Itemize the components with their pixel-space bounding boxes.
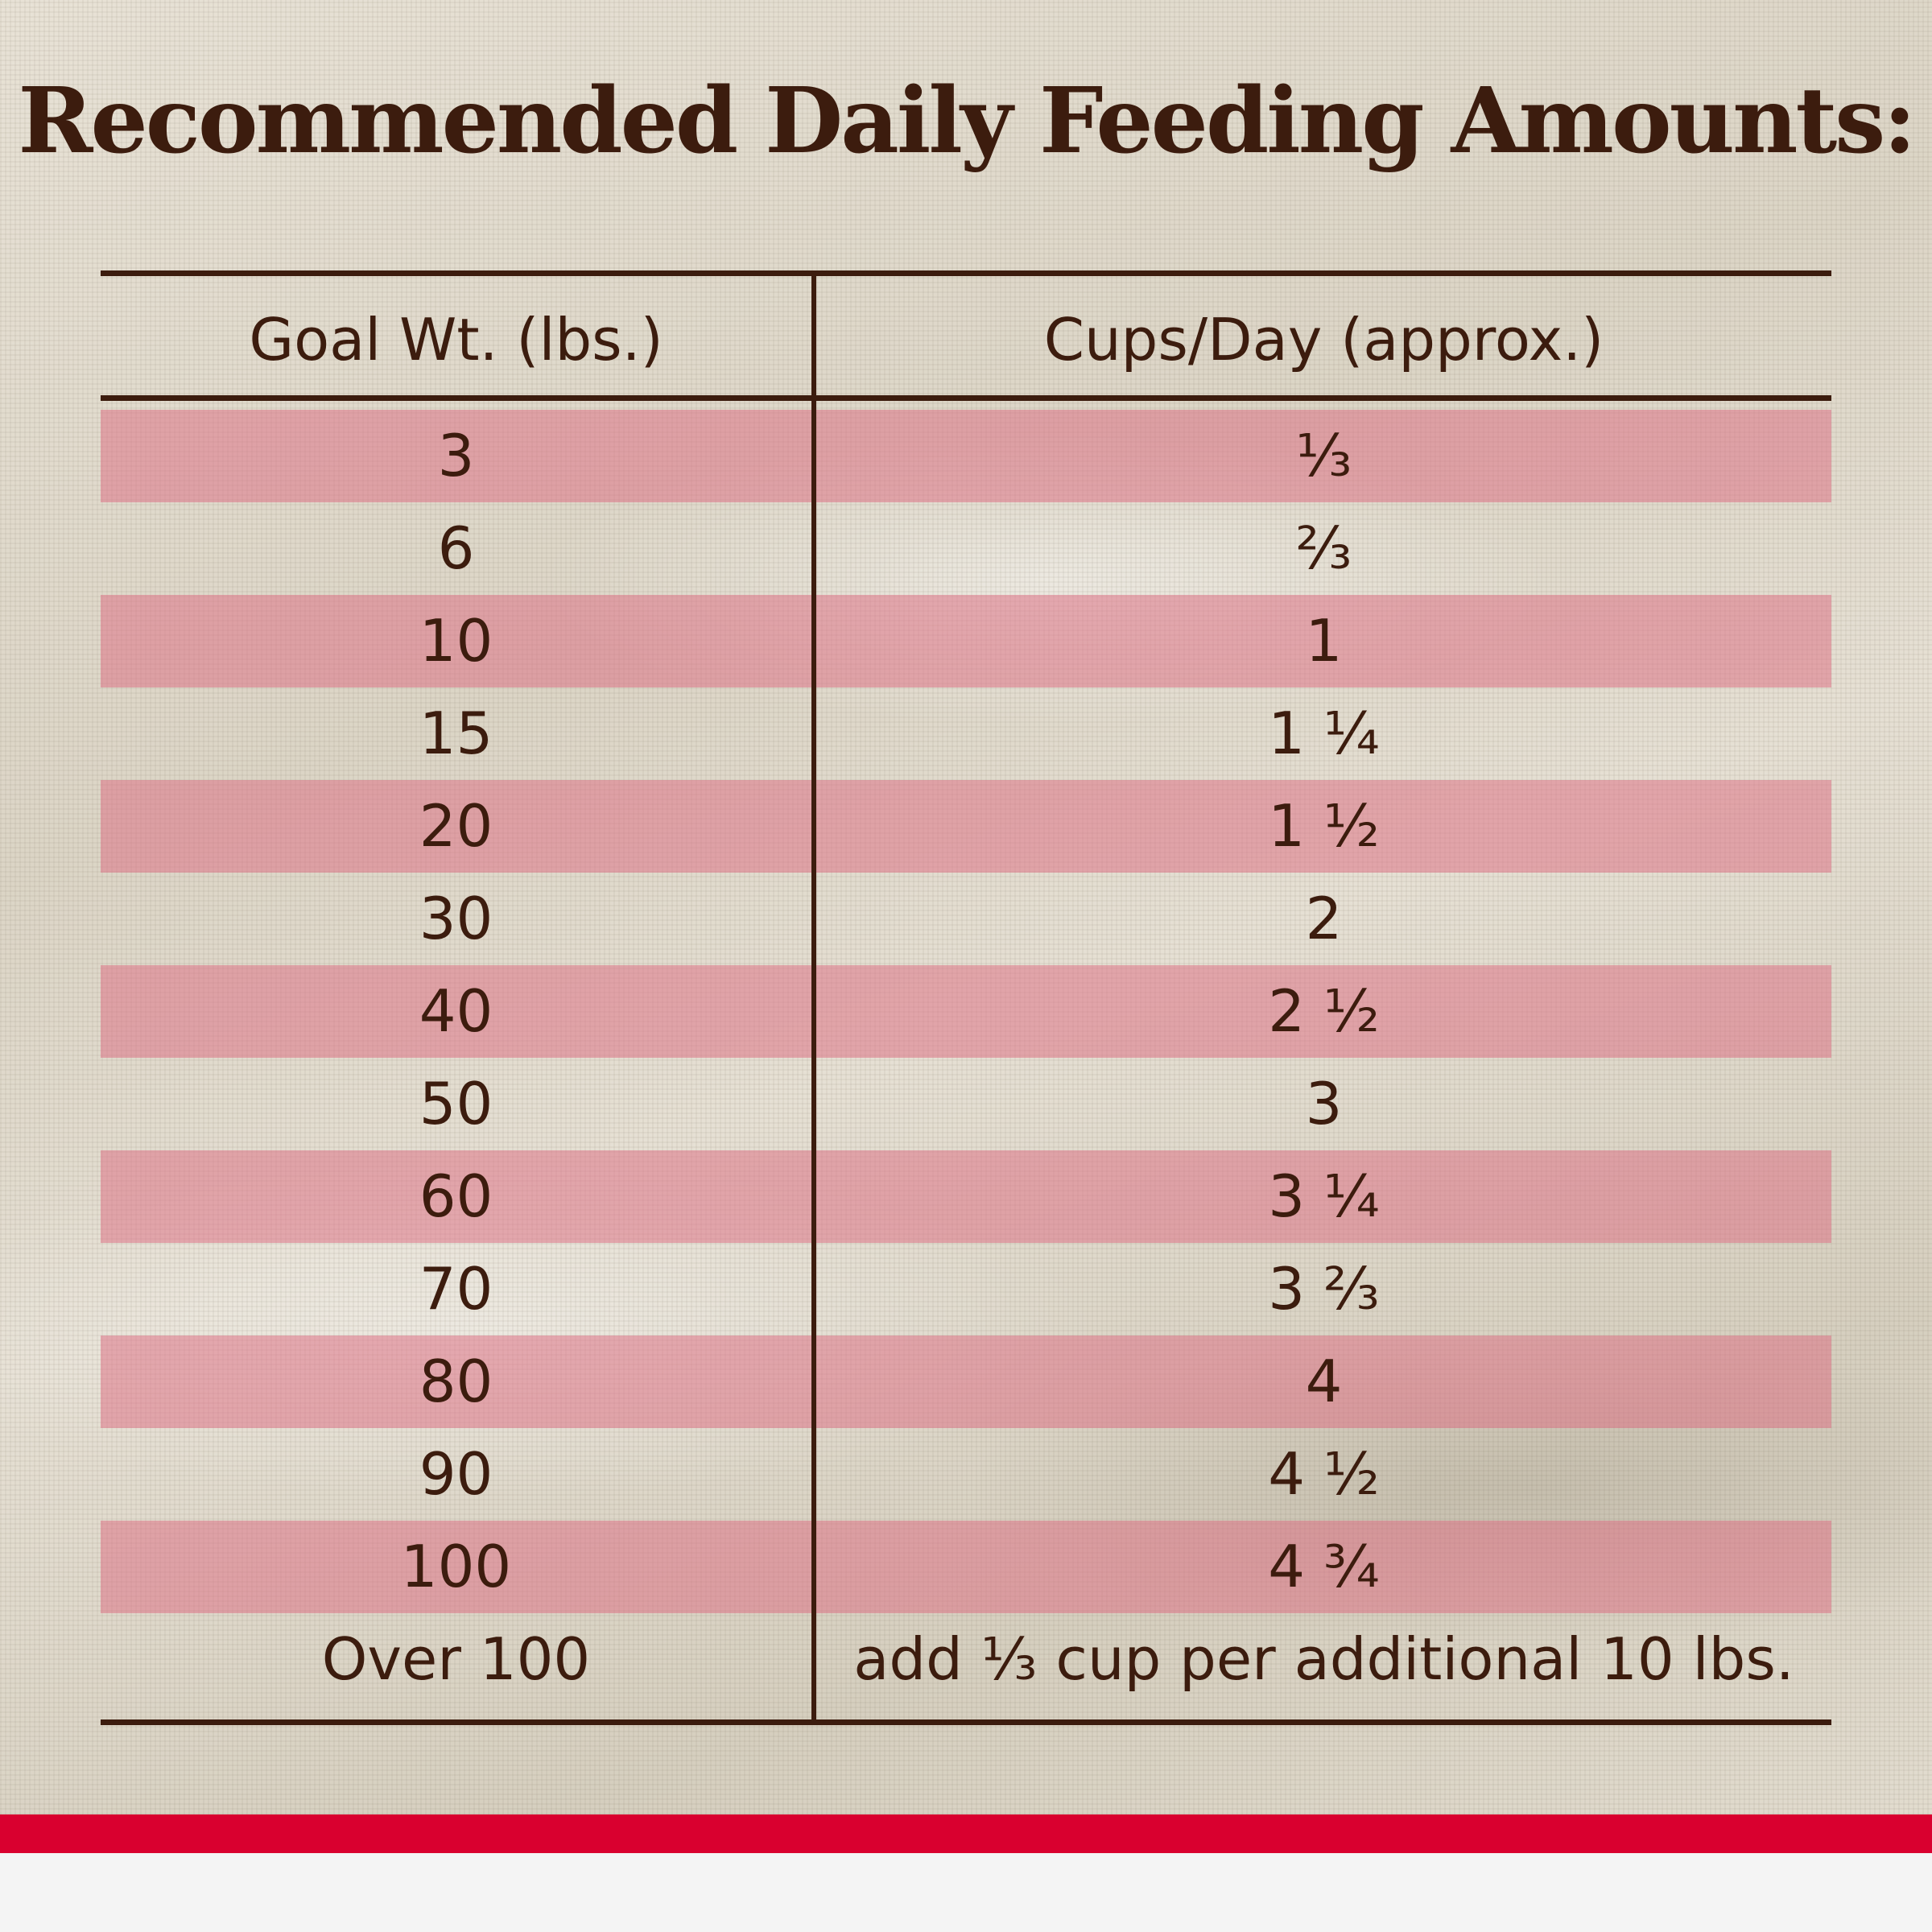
goal-weight-cell: 50 — [419, 1070, 493, 1137]
footer-strip — [0, 1853, 1932, 1932]
goal-weight-cell: 15 — [419, 700, 493, 767]
cups-per-day-cell: 2 ½ — [1268, 977, 1380, 1045]
table-top-rule — [101, 270, 1831, 276]
goal-weight-cell: Over 100 — [321, 1625, 591, 1693]
table-row: 10 1 — [101, 595, 1831, 687]
table-row: 50 3 — [101, 1058, 1831, 1150]
cups-per-day-cell: 1 — [1305, 607, 1343, 675]
linen-background: Recommended Daily Feeding Amounts: Goal … — [0, 0, 1932, 1814]
table-row: 100 4 ¾ — [101, 1521, 1831, 1613]
goal-weight-cell: 3 — [437, 422, 475, 489]
goal-weight-cell: 40 — [419, 977, 493, 1045]
cups-per-day-cell: ⅔ — [1295, 514, 1352, 582]
cups-per-day-cell: 4 ¾ — [1268, 1533, 1380, 1600]
table-row: 40 2 ½ — [101, 965, 1831, 1058]
goal-weight-cell: 80 — [419, 1348, 493, 1415]
cups-per-day-cell: 1 ½ — [1268, 792, 1380, 860]
goal-weight-cell: 10 — [419, 607, 493, 675]
table-row: 80 4 — [101, 1335, 1831, 1428]
goal-weight-cell: 20 — [419, 792, 493, 860]
table-header-rule — [101, 395, 1831, 401]
cups-per-day-cell: ⅓ — [1295, 422, 1352, 489]
goal-weight-cell: 100 — [400, 1533, 512, 1600]
cups-per-day-cell: 3 — [1305, 1070, 1343, 1137]
cups-per-day-cell: 4 — [1305, 1348, 1343, 1415]
cups-per-day-cell: add ⅓ cup per additional 10 lbs. — [853, 1625, 1794, 1693]
table-row: 90 4 ½ — [101, 1428, 1831, 1521]
header-goal-weight: Goal Wt. (lbs.) — [249, 306, 663, 374]
cups-per-day-cell: 4 ½ — [1268, 1440, 1380, 1508]
table-row: 60 3 ¼ — [101, 1150, 1831, 1243]
page-title: Recommended Daily Feeding Amounts: — [18, 68, 1916, 174]
goal-weight-cell: 30 — [419, 885, 493, 952]
table-row: 15 1 ¼ — [101, 687, 1831, 780]
table-row: 70 3 ⅔ — [101, 1243, 1831, 1335]
goal-weight-cell: 60 — [419, 1162, 493, 1230]
cups-per-day-cell: 1 ¼ — [1268, 700, 1380, 767]
header-cups-per-day: Cups/Day (approx.) — [1043, 306, 1604, 374]
table-row: 30 2 — [101, 873, 1831, 965]
cups-per-day-cell: 3 ⅔ — [1268, 1255, 1380, 1323]
table-bottom-rule — [101, 1719, 1831, 1725]
goal-weight-cell: 90 — [419, 1440, 493, 1508]
goal-weight-cell: 6 — [437, 514, 475, 582]
goal-weight-cell: 70 — [419, 1255, 493, 1323]
table-row: 20 1 ½ — [101, 780, 1831, 873]
red-accent-band — [0, 1814, 1932, 1853]
table-row: Over 100 add ⅓ cup per additional 10 lbs. — [101, 1613, 1831, 1706]
cups-per-day-cell: 2 — [1305, 885, 1343, 952]
column-divider — [811, 275, 816, 1723]
cups-per-day-cell: 3 ¼ — [1268, 1162, 1380, 1230]
